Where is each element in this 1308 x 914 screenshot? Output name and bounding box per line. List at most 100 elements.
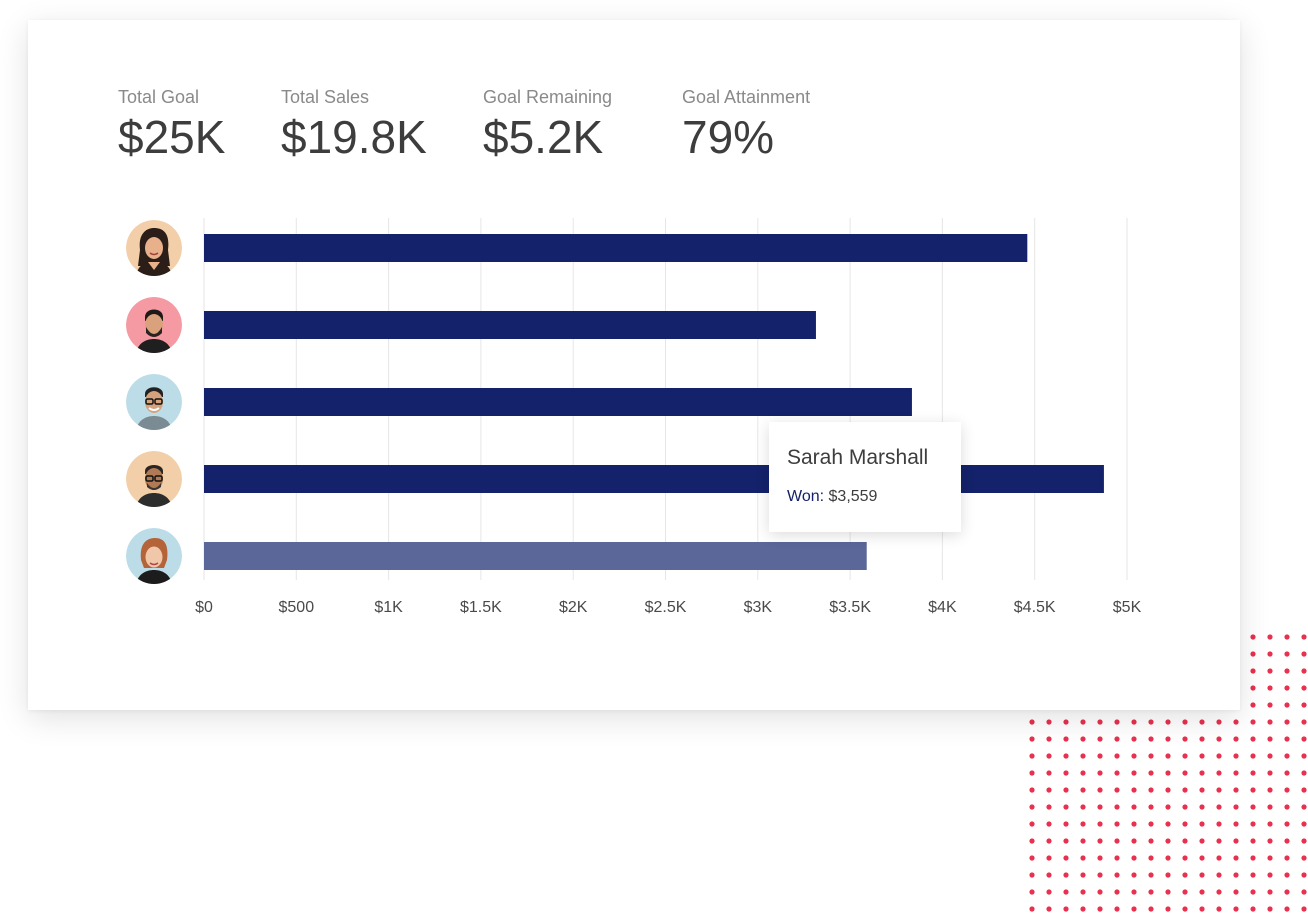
decor-dot bbox=[1165, 821, 1171, 827]
decor-dot bbox=[1216, 804, 1222, 810]
decor-dot bbox=[1250, 906, 1256, 912]
bar[interactable] bbox=[204, 542, 867, 570]
decor-dot bbox=[1097, 889, 1103, 895]
decor-dot bbox=[1165, 719, 1171, 725]
sales-goal-card: Total Goal $25K Total Sales $19.8K Goal … bbox=[28, 20, 1240, 710]
decor-dot bbox=[1267, 719, 1273, 725]
decor-dot bbox=[1267, 889, 1273, 895]
bar[interactable] bbox=[204, 388, 912, 416]
decor-dot bbox=[1267, 634, 1273, 640]
decor-dot bbox=[1250, 770, 1256, 776]
avatar-woman-red-hair[interactable] bbox=[126, 528, 182, 584]
decor-dot bbox=[1199, 872, 1205, 878]
decor-dot bbox=[1029, 838, 1035, 844]
decor-dot bbox=[1182, 906, 1188, 912]
x-tick-label: $4K bbox=[928, 599, 957, 616]
decor-dot bbox=[1165, 906, 1171, 912]
decor-dot bbox=[1199, 855, 1205, 861]
decor-dot bbox=[1233, 719, 1239, 725]
tooltip-line: Won: $3,559 bbox=[787, 488, 877, 506]
decor-dot bbox=[1267, 753, 1273, 759]
decor-dot bbox=[1046, 906, 1052, 912]
decor-dot bbox=[1182, 838, 1188, 844]
decor-dot bbox=[1148, 838, 1154, 844]
x-tick-label: $5K bbox=[1113, 599, 1142, 616]
decor-dot bbox=[1114, 872, 1120, 878]
decor-dot bbox=[1097, 804, 1103, 810]
decor-dot bbox=[1284, 702, 1290, 708]
decor-dot bbox=[1097, 753, 1103, 759]
avatar-woman-dark-hair[interactable] bbox=[126, 220, 182, 276]
decor-dot bbox=[1114, 736, 1120, 742]
stat-label: Goal Attainment bbox=[682, 87, 811, 107]
decor-dot bbox=[1131, 872, 1137, 878]
decor-dot bbox=[1284, 889, 1290, 895]
decor-dot bbox=[1182, 770, 1188, 776]
decor-dot bbox=[1284, 736, 1290, 742]
decor-dot bbox=[1250, 668, 1256, 674]
decor-dot bbox=[1267, 906, 1273, 912]
decor-dot bbox=[1284, 872, 1290, 878]
decor-dot bbox=[1165, 804, 1171, 810]
decor-dot bbox=[1165, 838, 1171, 844]
stat-value: $5.2K bbox=[483, 111, 604, 163]
decor-dot bbox=[1301, 668, 1307, 674]
decor-dot bbox=[1131, 770, 1137, 776]
decor-dot bbox=[1063, 719, 1069, 725]
decor-dot bbox=[1029, 736, 1035, 742]
decor-dot bbox=[1216, 719, 1222, 725]
decor-dot bbox=[1233, 753, 1239, 759]
decor-dot bbox=[1216, 872, 1222, 878]
decor-dot bbox=[1080, 872, 1086, 878]
decor-dot bbox=[1250, 821, 1256, 827]
decor-dot bbox=[1114, 770, 1120, 776]
decor-dot bbox=[1250, 872, 1256, 878]
decor-dot bbox=[1148, 821, 1154, 827]
decor-dot bbox=[1199, 838, 1205, 844]
decor-dot bbox=[1148, 736, 1154, 742]
bar[interactable] bbox=[204, 234, 1028, 262]
decor-dot bbox=[1284, 668, 1290, 674]
decor-dot bbox=[1301, 685, 1307, 691]
decor-dot bbox=[1233, 736, 1239, 742]
decor-dot bbox=[1216, 821, 1222, 827]
decor-dot bbox=[1046, 855, 1052, 861]
stat-label: Total Sales bbox=[281, 87, 370, 107]
decor-dot bbox=[1114, 838, 1120, 844]
stat-total-goal: Total Goal $25K bbox=[118, 86, 225, 164]
decor-dot bbox=[1080, 855, 1086, 861]
decor-dot bbox=[1216, 838, 1222, 844]
bar[interactable] bbox=[204, 465, 1104, 493]
avatar-man-glasses-beige[interactable] bbox=[126, 451, 182, 507]
decor-dot bbox=[1063, 753, 1069, 759]
decor-dot bbox=[1250, 787, 1256, 793]
stat-value: $19.8K bbox=[281, 111, 427, 163]
decor-dot bbox=[1250, 736, 1256, 742]
avatar-man-glasses-blue[interactable] bbox=[126, 374, 182, 430]
decor-dot bbox=[1097, 719, 1103, 725]
decor-dot bbox=[1233, 855, 1239, 861]
decor-dot bbox=[1080, 889, 1086, 895]
decor-dot bbox=[1046, 872, 1052, 878]
decor-dot bbox=[1199, 736, 1205, 742]
decor-dot bbox=[1080, 736, 1086, 742]
decor-dot bbox=[1284, 838, 1290, 844]
decor-dot bbox=[1301, 634, 1307, 640]
decor-dot bbox=[1097, 787, 1103, 793]
decor-dot bbox=[1131, 719, 1137, 725]
decor-dot bbox=[1097, 906, 1103, 912]
x-tick-label: $1K bbox=[374, 599, 403, 616]
decor-dot bbox=[1114, 889, 1120, 895]
decor-dot bbox=[1250, 702, 1256, 708]
decor-dot bbox=[1199, 719, 1205, 725]
avatar-man-beard-pink[interactable] bbox=[126, 297, 182, 353]
decor-dot bbox=[1063, 906, 1069, 912]
bar[interactable] bbox=[204, 311, 816, 339]
stat-goal-attainment: Goal Attainment 79% bbox=[682, 86, 810, 164]
decor-dot bbox=[1097, 855, 1103, 861]
decor-dot bbox=[1029, 855, 1035, 861]
sales-bar-chart: $0 $500 $1K $1.5K $2K $2.5K $3K $3.5K $4K $4.5K $5… bbox=[195, 218, 1142, 616]
decor-dot bbox=[1267, 685, 1273, 691]
decor-dot bbox=[1301, 855, 1307, 861]
stat-total-sales: Total Sales $19.8K bbox=[281, 86, 427, 164]
